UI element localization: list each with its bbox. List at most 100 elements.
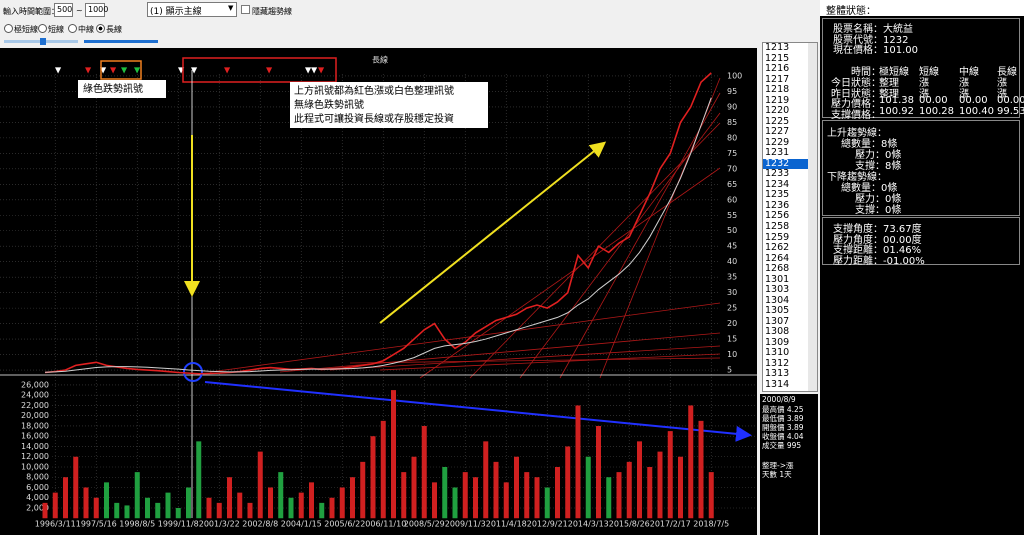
stock-item[interactable]: 1305 (765, 305, 790, 317)
info-section: 股票名稱：大統益 股票代號：1232 現在價格：101.00 時間： 極短線 短線 中線 長線… (822, 18, 1024, 121)
stock-item[interactable]: 1218 (765, 84, 790, 96)
stock-item[interactable]: 1232 (763, 158, 810, 170)
table-cell: 漲 (919, 78, 929, 89)
stock-item[interactable]: 1304 (765, 294, 790, 306)
y-tick-label: 85 (727, 118, 737, 127)
stock-item[interactable]: 1310 (765, 347, 790, 359)
stock-item[interactable]: 1220 (765, 105, 790, 117)
stock-item[interactable]: 1301 (765, 273, 790, 285)
volume-bar (626, 461, 632, 519)
highlight-circle (183, 362, 203, 382)
y-tick-label: 16,000 (21, 432, 49, 441)
volume-bar (114, 502, 120, 519)
slider[interactable] (84, 40, 158, 43)
stock-item[interactable]: 1227 (765, 126, 790, 138)
stock-item[interactable]: 1313 (765, 368, 790, 380)
stock-item[interactable]: 1268 (765, 263, 790, 275)
table-header: 中線 (959, 67, 979, 78)
volume-bar (708, 472, 714, 519)
volume-bar (186, 487, 191, 519)
stock-item[interactable]: 1308 (765, 326, 790, 338)
range-end[interactable]: 1000 (85, 3, 108, 17)
y-tick-label: 35 (727, 273, 737, 282)
stock-item[interactable]: 1236 (765, 199, 790, 211)
radio-button[interactable] (38, 24, 47, 33)
checkbox[interactable] (241, 5, 250, 14)
y-tick-label: 20 (727, 319, 737, 328)
line-select[interactable]: (1) 顯示主線 (147, 2, 237, 17)
volume-bar (206, 497, 212, 519)
volume-bar (524, 472, 530, 519)
volume-bar (380, 420, 386, 519)
volume-bar (175, 507, 181, 519)
volume-bar (63, 477, 68, 519)
stock-item[interactable]: 1259 (765, 231, 790, 243)
volume-bar (657, 451, 663, 519)
annotation-box (100, 60, 142, 80)
signal: ▼ (224, 66, 231, 75)
stock-item[interactable]: 1233 (765, 168, 790, 180)
radio-button[interactable] (96, 24, 105, 33)
radio-button[interactable] (68, 24, 77, 33)
slider-thumb[interactable] (40, 38, 46, 45)
y-tick-label: 12,000 (21, 452, 49, 461)
stock-item[interactable]: 1219 (765, 94, 790, 106)
stock-item[interactable]: 1314 (765, 378, 790, 390)
volume-bar (145, 497, 150, 519)
range-start[interactable]: 500 (54, 3, 73, 17)
stock-item[interactable]: 1216 (765, 63, 790, 75)
x-tick-label: 2012/9/21 (527, 520, 568, 529)
stock-item[interactable]: 1225 (765, 115, 790, 127)
stock-item[interactable]: 1217 (765, 73, 790, 85)
table-cell: 100.28 (919, 105, 954, 117)
volume-bar (401, 472, 407, 519)
volume-bar (678, 456, 683, 519)
y-tick-label: 8,000 (26, 473, 49, 482)
signal: ▼ (55, 66, 62, 75)
volume-bar (73, 456, 79, 519)
info-line: 股票名稱：大統益 (833, 24, 913, 35)
stock-item[interactable]: 1303 (765, 284, 790, 296)
stock-item[interactable]: 1309 (765, 336, 790, 348)
trend-line: 總數量：8條 (841, 139, 898, 150)
x-tick-label: 2001/3/22 (199, 520, 240, 529)
dropdown-arrow: ▼ (228, 4, 234, 12)
x-tick-label: 2002/8/8 (242, 520, 278, 529)
stock-item[interactable]: 1307 (765, 315, 790, 327)
scrollbar[interactable] (808, 43, 817, 391)
volume-bar (667, 431, 673, 519)
stock-item[interactable]: 1231 (765, 147, 790, 159)
stock-item[interactable]: 1264 (765, 252, 790, 264)
stock-item[interactable]: 1215 (765, 52, 790, 64)
stock-item[interactable]: 1262 (765, 242, 790, 254)
x-tick-label: 1998/8/5 (119, 520, 155, 529)
volume-bar (585, 456, 591, 519)
x-tick-label: 2017/2/17 (650, 520, 691, 529)
stock-item[interactable]: 1312 (765, 357, 790, 369)
volume-bar (257, 451, 263, 519)
angle-line: 壓力角度：00.00度 (833, 234, 922, 246)
signal: ▼ (134, 66, 141, 75)
detail-line: 成交量 995 (762, 441, 802, 450)
table-cell: 支撐價格： (831, 109, 881, 121)
stock-item[interactable]: 1258 (765, 221, 790, 232)
volume-bar (647, 466, 653, 519)
x-tick-label: 2014/3/13 (568, 520, 609, 529)
stock-item[interactable]: 1256 (765, 210, 790, 222)
volume-bar (442, 466, 448, 519)
y-tick-label: 15 (727, 335, 737, 344)
stock-item[interactable]: 1213 (765, 42, 790, 53)
stock-item[interactable]: 1229 (765, 136, 790, 148)
table-cell: 整理 (879, 78, 899, 89)
table-cell: 昨日狀態： (831, 88, 881, 100)
trend-line: 總數量：0條 (841, 183, 898, 194)
radio-button[interactable] (4, 24, 13, 33)
annotation-label-bg (78, 80, 166, 98)
trend-line: 壓力：0條 (855, 194, 902, 205)
volume-bar (134, 472, 140, 519)
detail-status: 整理->漲 (762, 461, 794, 470)
stock-item[interactable]: 1234 (765, 178, 790, 190)
stock-item[interactable]: 1235 (765, 189, 790, 201)
x-tick-label: 1999/11/8 (158, 520, 199, 529)
y-tick-label: 10 (727, 350, 737, 359)
